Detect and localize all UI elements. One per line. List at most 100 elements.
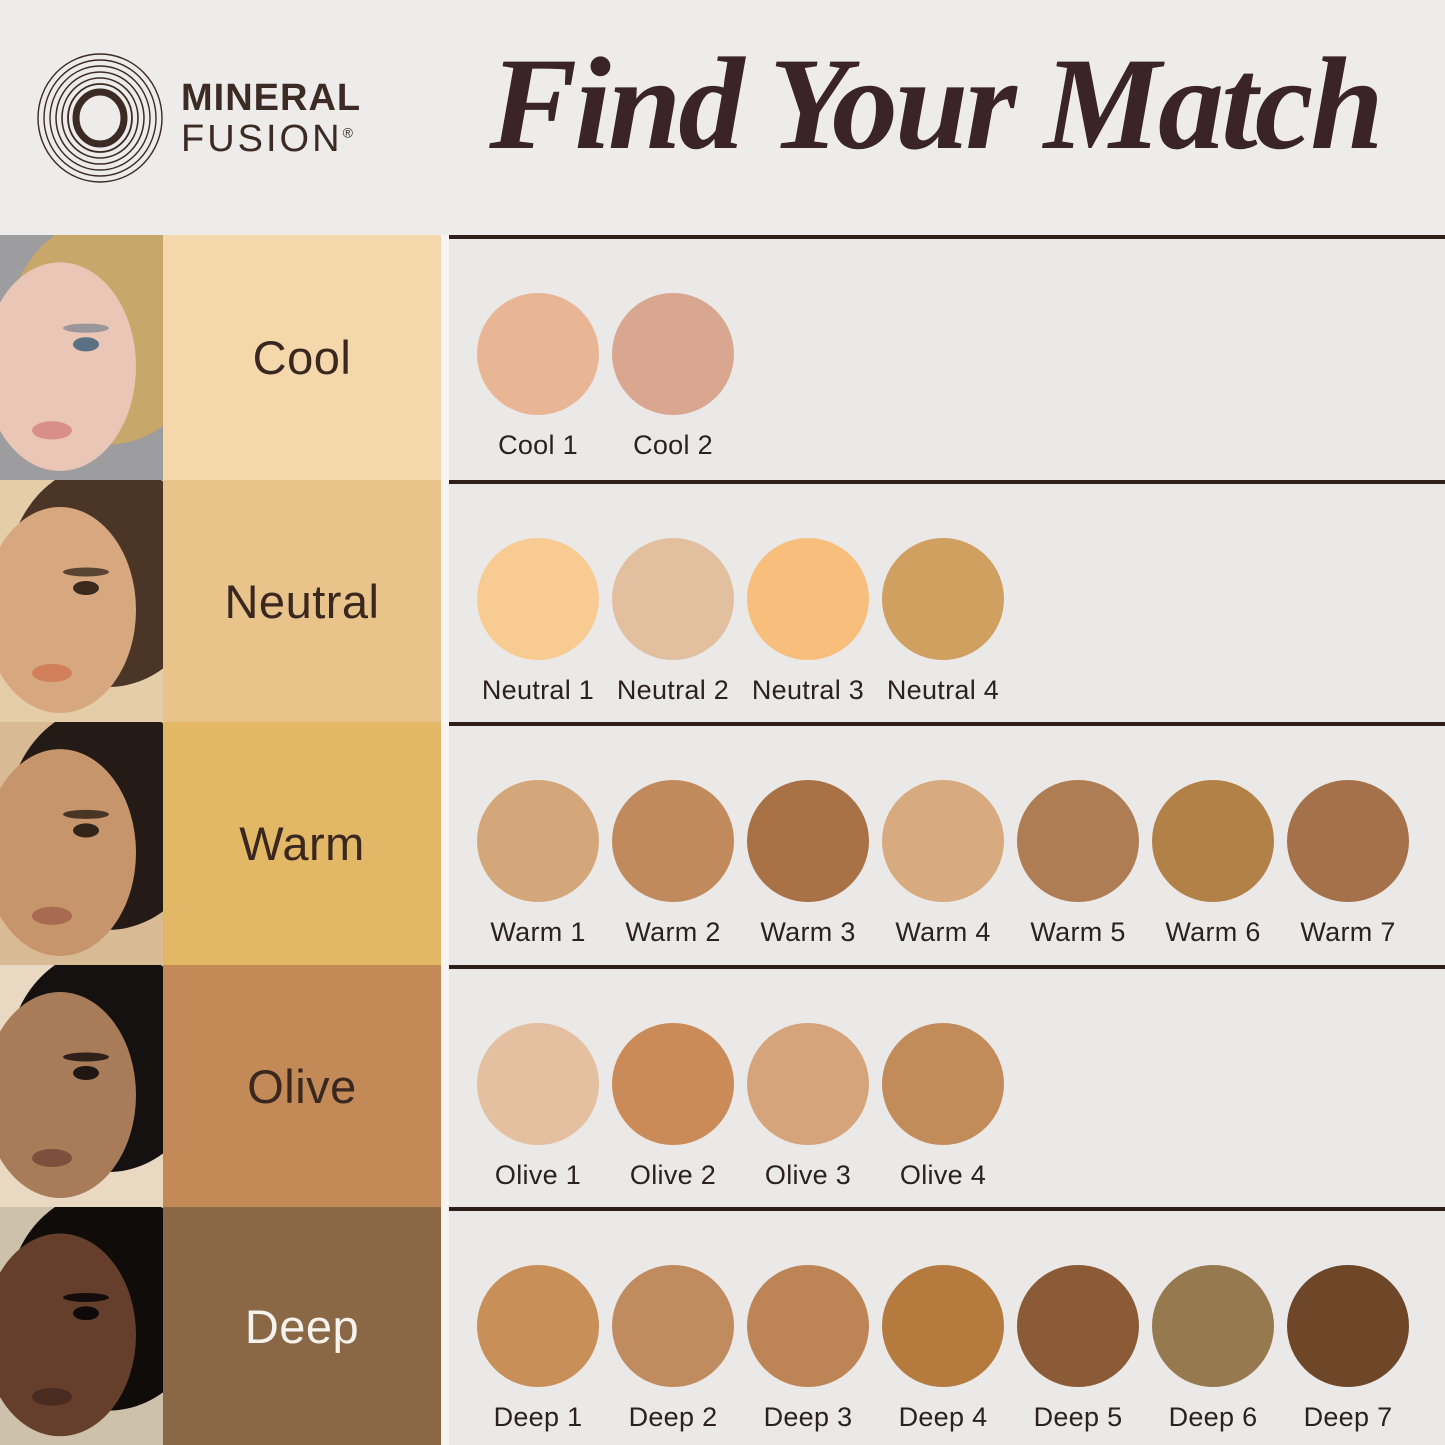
swatch-deep-2: Deep 2: [612, 1265, 734, 1445]
swatch-label: Warm 3: [760, 917, 856, 947]
swatch-olive-1: Olive 1: [477, 1023, 599, 1207]
swatch-label: Cool 1: [498, 430, 578, 460]
swatch-deep-4: Deep 4: [882, 1265, 1004, 1445]
swatch-warm-1: Warm 1: [477, 780, 599, 965]
swatch-circle: [1152, 780, 1274, 902]
swatch-circle: [612, 1023, 734, 1145]
face-photo-warm: [0, 722, 163, 965]
divider-strip: [441, 1207, 449, 1445]
swatch-cool-2: Cool 2: [612, 293, 734, 480]
swatch-deep-3: Deep 3: [747, 1265, 869, 1445]
swatch-label: Olive 3: [764, 1160, 852, 1190]
swatch-neutral-2: Neutral 2: [612, 538, 734, 722]
swatch-circle: [612, 1265, 734, 1387]
swatch-circle: [612, 538, 734, 660]
category-label: Neutral: [224, 574, 380, 628]
swatch-label: Warm 6: [1165, 917, 1261, 947]
swatch-deep-7: Deep 7: [1287, 1265, 1409, 1445]
face-photo-cool: [0, 235, 163, 480]
swatch-circle: [477, 1023, 599, 1145]
swatch-neutral-4: Neutral 4: [882, 538, 1004, 722]
swatch-label: Olive 1: [494, 1160, 582, 1190]
category-box-deep: Deep: [163, 1207, 441, 1445]
swatch-circle: [882, 1023, 1004, 1145]
swatch-label: Warm 7: [1300, 917, 1396, 947]
swatch-olive-4: Olive 4: [882, 1023, 1004, 1207]
swatch-warm-2: Warm 2: [612, 780, 734, 965]
category-box-cool: Cool: [163, 235, 441, 480]
registered-mark: ®: [342, 123, 353, 140]
swatch-neutral-3: Neutral 3: [747, 538, 869, 722]
swatch-warm-6: Warm 6: [1152, 780, 1274, 965]
swatch-label: Olive 4: [899, 1160, 987, 1190]
row-cool: Cool Cool 1 Cool 2: [0, 235, 1445, 480]
swatch-circle: [747, 1023, 869, 1145]
swatch-circle: [747, 538, 869, 660]
swatch-cool-1: Cool 1: [477, 293, 599, 480]
divider-strip: [441, 480, 449, 722]
category-label: Cool: [252, 331, 352, 384]
swatch-circle: [882, 780, 1004, 902]
swatch-circle: [882, 538, 1004, 660]
swatch-label: Deep 6: [1168, 1402, 1258, 1432]
swatch-olive-2: Olive 2: [612, 1023, 734, 1207]
swatch-label: Deep 1: [493, 1402, 583, 1432]
swatch-label: Deep 7: [1303, 1402, 1393, 1432]
swatch-circle: [1152, 1265, 1274, 1387]
swatch-label: Warm 4: [895, 917, 991, 947]
swatch-deep-1: Deep 1: [477, 1265, 599, 1445]
swatch-warm-7: Warm 7: [1287, 780, 1409, 965]
swatch-deep-5: Deep 5: [1017, 1265, 1139, 1445]
divider-strip: [441, 235, 449, 480]
row-deep: Deep Deep 1 Deep 2 Deep 3 Deep 4 Deep: [0, 1207, 1445, 1445]
swatch-neutral-1: Neutral 1: [477, 538, 599, 722]
face-photo-neutral: [0, 480, 163, 722]
swatch-circle: [1287, 1265, 1409, 1387]
swatch-label: Neutral 2: [616, 675, 730, 705]
swatch-label: Cool 2: [633, 430, 713, 460]
swatch-panel-warm: Warm 1 Warm 2 Warm 3 Warm 4 Warm 5 Warm …: [449, 722, 1445, 965]
swatch-label: Warm 1: [490, 917, 586, 947]
swatch-warm-3: Warm 3: [747, 780, 869, 965]
category-box-olive: Olive: [163, 965, 441, 1207]
divider-strip: [441, 965, 449, 1207]
page-title: Find Your Match: [489, 30, 1384, 177]
swatch-label: Neutral 1: [481, 675, 595, 705]
brand-wordmark: MINERAL FUSION®: [181, 79, 361, 158]
brand-logo: MINERAL FUSION®: [35, 52, 361, 184]
swatch-circle: [612, 293, 734, 415]
swatch-label: Neutral 3: [751, 675, 865, 705]
category-box-neutral: Neutral: [163, 480, 441, 722]
swatch-circle: [882, 1265, 1004, 1387]
category-box-warm: Warm: [163, 722, 441, 965]
brand-name-fusion: FUSION®: [181, 117, 353, 160]
swatch-circle: [747, 780, 869, 902]
swatch-label: Deep 3: [763, 1402, 853, 1432]
swatch-label: Olive 2: [629, 1160, 717, 1190]
category-label: Warm: [239, 817, 365, 870]
swatch-panel-olive: Olive 1 Olive 2 Olive 3 Olive 4: [449, 965, 1445, 1207]
face-photo-olive: [0, 965, 163, 1207]
swatch-warm-5: Warm 5: [1017, 780, 1139, 965]
row-warm: Warm Warm 1 Warm 2 Warm 3 Warm 4 Warm: [0, 722, 1445, 965]
brand-name-mineral: MINERAL: [181, 76, 362, 119]
category-label: Olive: [247, 1059, 357, 1113]
swatch-label: Neutral 4: [886, 675, 1000, 705]
swatch-circle: [747, 1265, 869, 1387]
swatch-circle: [477, 538, 599, 660]
swatch-panel-cool: Cool 1 Cool 2: [449, 235, 1445, 480]
swatch-panel-deep: Deep 1 Deep 2 Deep 3 Deep 4 Deep 5 Deep …: [449, 1207, 1445, 1445]
swatch-panel-neutral: Neutral 1 Neutral 2 Neutral 3 Neutral 4: [449, 480, 1445, 722]
swatch-label: Warm 5: [1030, 917, 1126, 947]
swatch-olive-3: Olive 3: [747, 1023, 869, 1207]
swatch-circle: [1287, 780, 1409, 902]
brand-rings-icon: [37, 53, 163, 183]
swatch-circle: [477, 1265, 599, 1387]
face-photo-deep: [0, 1207, 163, 1445]
swatch-circle: [477, 293, 599, 415]
swatch-circle: [1017, 780, 1139, 902]
swatch-deep-6: Deep 6: [1152, 1265, 1274, 1445]
swatch-circle: [477, 780, 599, 902]
swatch-warm-4: Warm 4: [882, 780, 1004, 965]
